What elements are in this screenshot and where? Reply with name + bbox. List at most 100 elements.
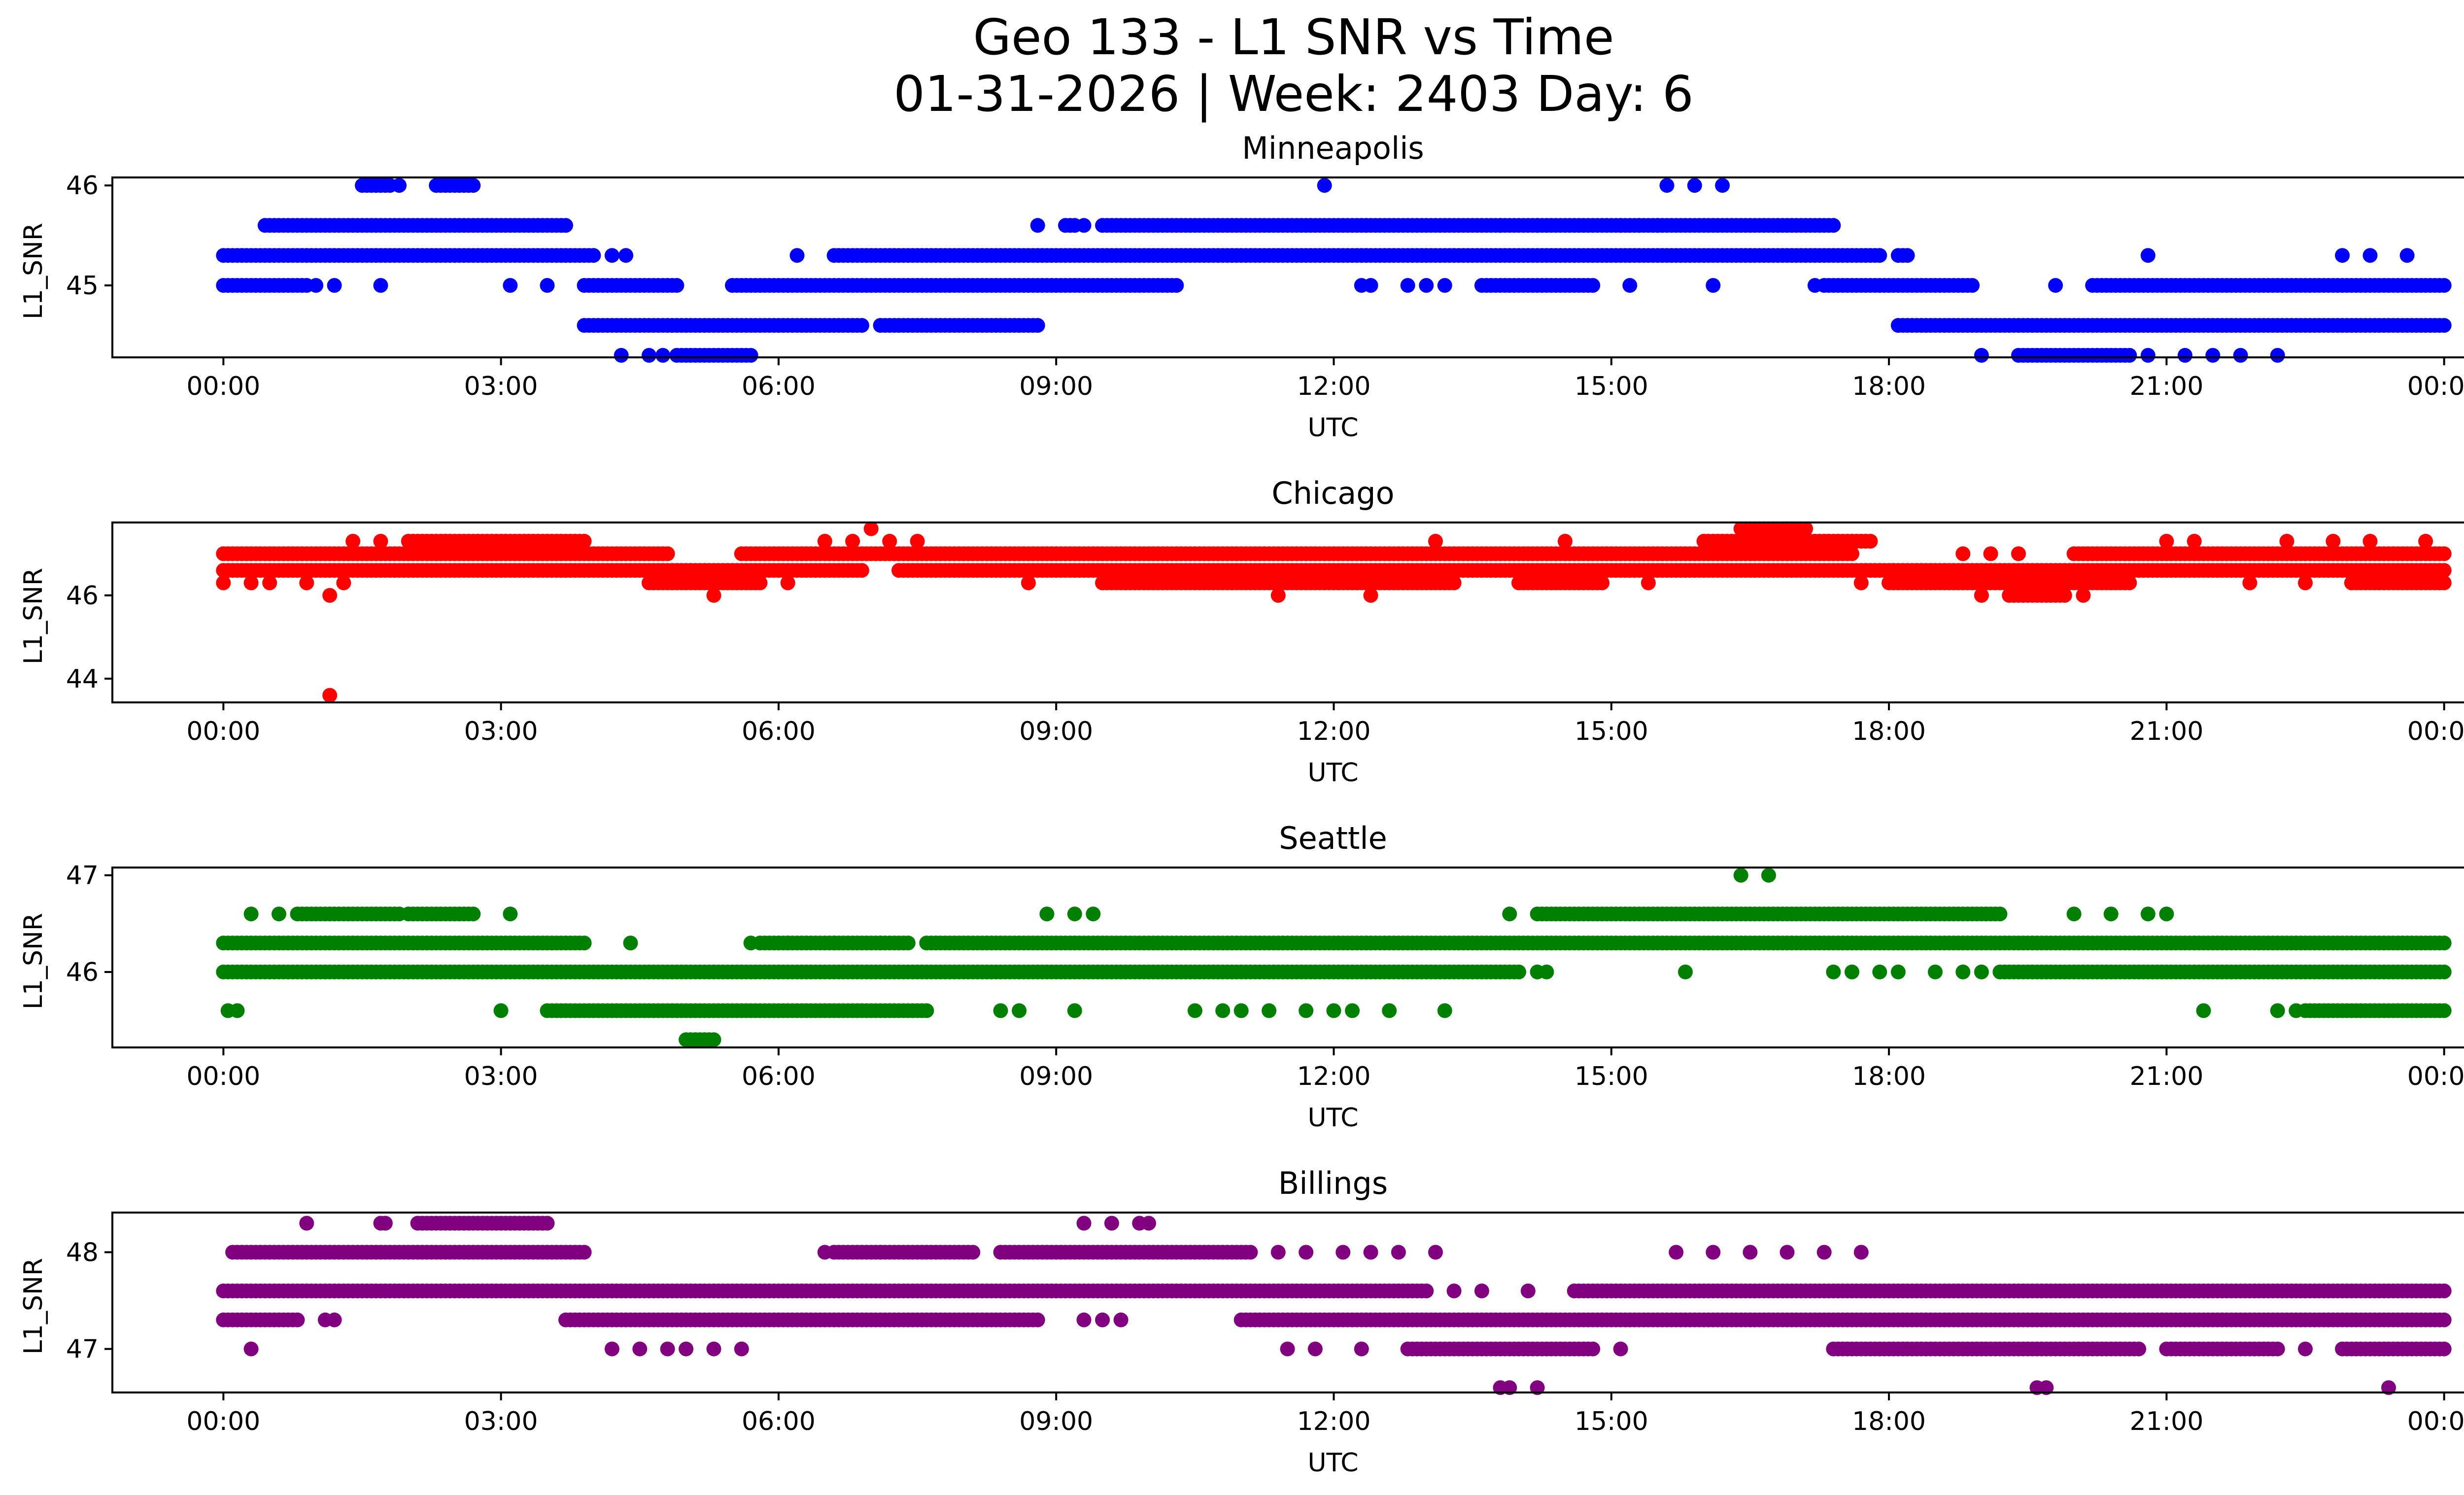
data-points — [216, 868, 2452, 1047]
data-point — [2436, 1341, 2452, 1356]
data-point — [2335, 248, 2350, 263]
x-tick-label: 00:00 — [186, 1062, 260, 1091]
data-point — [1520, 1284, 1536, 1298]
x-tick-label: 18:00 — [1852, 717, 1926, 746]
data-point — [1437, 278, 1452, 293]
y-tick-label: 47 — [66, 861, 99, 891]
data-point — [2436, 563, 2452, 578]
x-tick-label: 21:00 — [2129, 717, 2203, 746]
data-point — [679, 1341, 694, 1356]
data-point — [1502, 1380, 1517, 1395]
data-point — [503, 906, 518, 922]
data-point — [2140, 248, 2156, 263]
data-point — [854, 318, 869, 333]
data-point — [373, 278, 388, 293]
data-point — [706, 588, 721, 603]
data-point — [1400, 278, 1415, 293]
data-point — [789, 248, 805, 263]
data-point — [743, 936, 758, 951]
data-point — [655, 348, 671, 363]
data-point — [1446, 575, 1462, 591]
data-point — [1030, 1312, 1045, 1327]
x-tick-label: 03:00 — [464, 1407, 538, 1436]
x-tick-label: 00:00 — [2407, 1407, 2464, 1436]
data-point — [2159, 534, 2174, 549]
data-point — [1428, 1245, 1443, 1260]
data-point — [1262, 1003, 1277, 1018]
data-point — [604, 248, 619, 263]
data-point — [1067, 1003, 1082, 1018]
data-point — [1974, 588, 1989, 603]
data-point — [854, 563, 869, 578]
data-point — [2066, 906, 2082, 922]
x-tick-label: 00:00 — [186, 717, 260, 746]
data-point — [577, 936, 592, 951]
data-point — [1280, 1341, 1295, 1356]
x-tick-label: 00:00 — [2407, 717, 2464, 746]
data-point — [780, 575, 795, 591]
data-point — [1669, 1245, 1684, 1260]
data-point — [1900, 248, 1915, 263]
data-point — [873, 936, 888, 951]
data-point — [1243, 1245, 1258, 1260]
data-point — [1345, 1003, 1360, 1018]
data-point — [660, 546, 675, 561]
data-point — [1067, 906, 1082, 922]
data-point — [2242, 575, 2258, 591]
data-point — [623, 936, 638, 951]
y-tick-label: 48 — [66, 1238, 99, 1267]
data-point — [706, 1032, 721, 1047]
panel-title: Seattle — [1279, 820, 1387, 856]
panel-chicago: Chicago UTC L1_SNR 00:00 03:00 06:00 09:00 1… — [19, 475, 2464, 788]
figure-title-line2: 01-31-2026 | Week: 2403 Day: 6 — [893, 65, 1693, 123]
data-point — [1965, 278, 1980, 293]
data-point — [706, 1341, 721, 1356]
y-axis-label: L1_SNR — [19, 223, 48, 319]
data-point — [1299, 1245, 1314, 1260]
data-point — [1585, 278, 1601, 293]
figure-title-line1: Geo 133 - L1 SNR vs Time — [973, 8, 1614, 66]
data-point — [327, 1312, 342, 1327]
data-point — [377, 1216, 393, 1231]
data-point — [540, 1216, 555, 1231]
data-point — [2436, 1003, 2452, 1018]
data-point — [2436, 964, 2452, 979]
data-point — [1039, 906, 1055, 922]
y-tick-label: 47 — [66, 1335, 99, 1364]
data-point — [1845, 964, 1859, 979]
data-point — [2436, 575, 2452, 591]
data-point — [1419, 1284, 1434, 1298]
data-point — [845, 534, 860, 549]
x-tick-label: 15:00 — [1574, 1062, 1648, 1091]
data-point — [1807, 278, 1822, 293]
data-point — [1863, 534, 1878, 549]
data-point — [1076, 1312, 1092, 1327]
data-point — [322, 588, 338, 603]
data-point — [2362, 248, 2378, 263]
x-tick-label: 09:00 — [1019, 372, 1093, 401]
data-point — [577, 1245, 592, 1260]
data-points — [216, 1216, 2452, 1395]
data-point — [1363, 588, 1378, 603]
data-point — [1706, 1245, 1721, 1260]
data-point — [1853, 1245, 1869, 1260]
x-tick-label: 12:00 — [1297, 1407, 1371, 1436]
data-point — [2436, 936, 2452, 951]
data-point — [2122, 575, 2137, 591]
data-point — [1021, 575, 1036, 591]
data-point — [669, 278, 684, 293]
data-point — [1215, 1003, 1231, 1018]
data-point — [873, 1245, 888, 1260]
data-point — [1826, 218, 1841, 233]
panel-minneapolis: Minneapolis UTC L1_SNR 00:00 03:00 06:00 09… — [19, 130, 2464, 443]
data-point — [1382, 1003, 1397, 1018]
data-point — [734, 1341, 749, 1356]
data-point — [1678, 964, 1693, 979]
data-point — [216, 575, 231, 591]
data-point — [2205, 348, 2221, 363]
data-point — [1104, 1216, 1119, 1231]
data-point — [1743, 1245, 1758, 1260]
x-tick-label: 09:00 — [1019, 717, 1093, 746]
data-point — [2187, 534, 2202, 549]
